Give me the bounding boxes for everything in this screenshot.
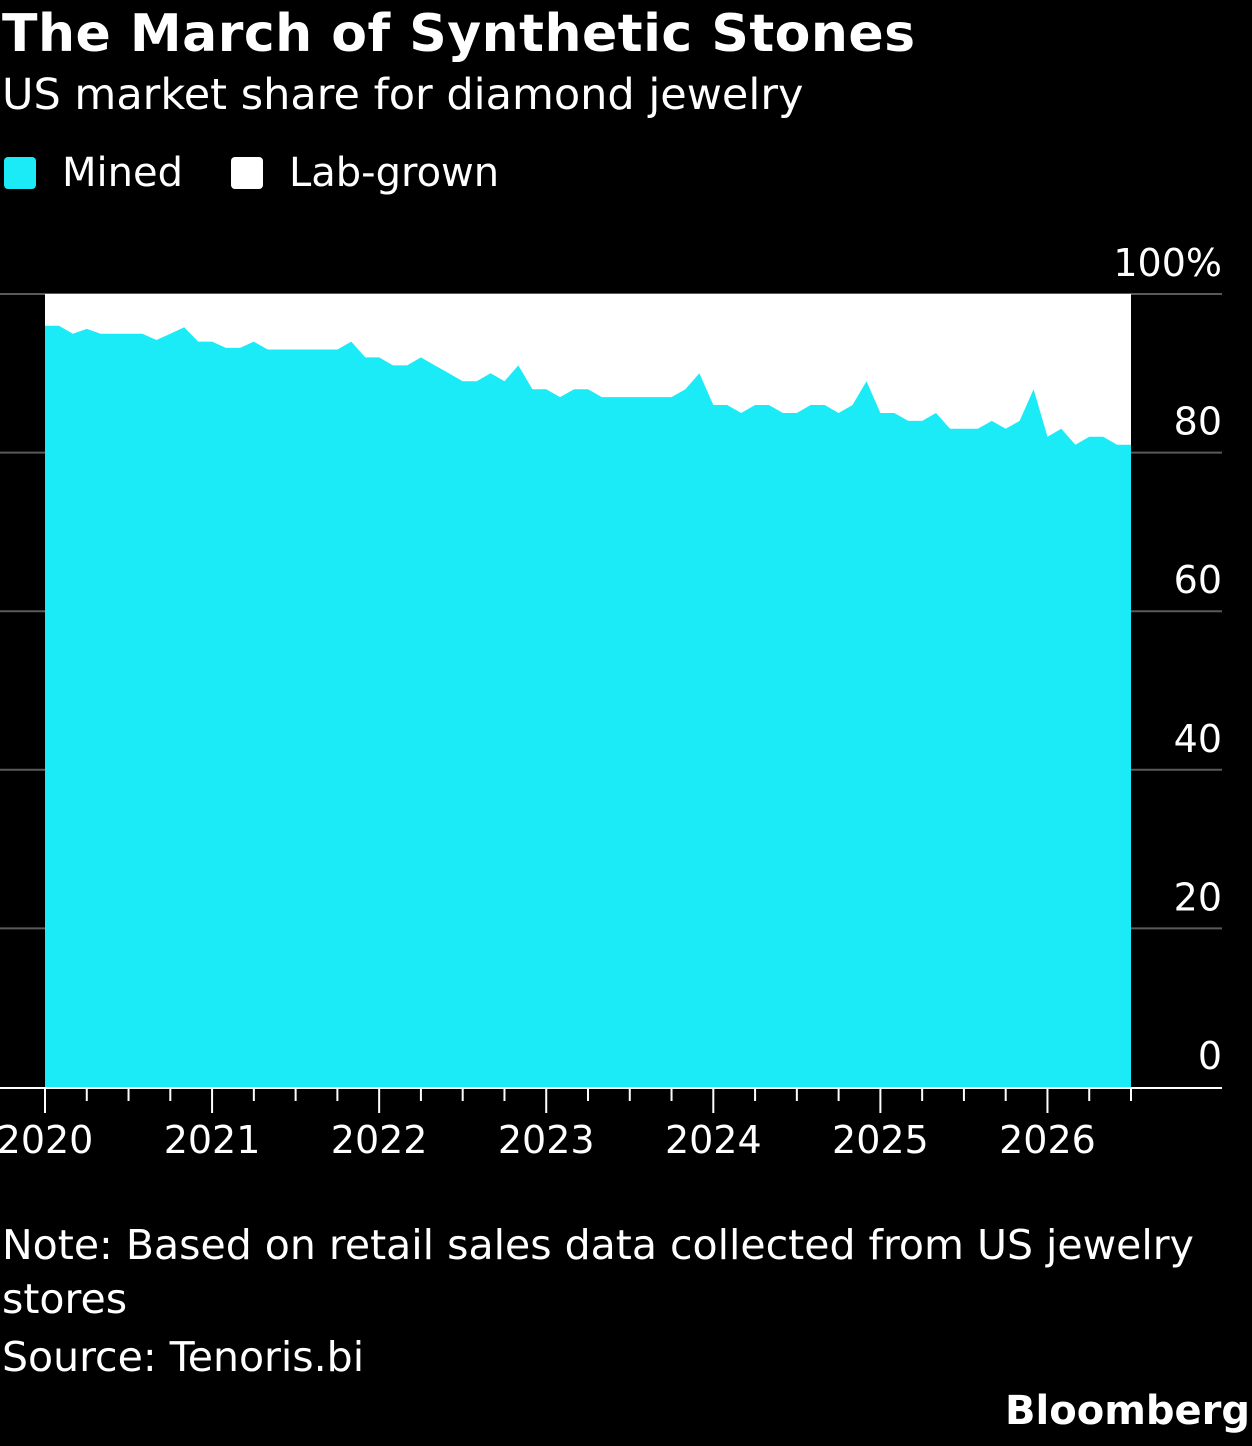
x-tick-label-2025: 2025: [832, 1118, 929, 1162]
legend-item-mined: Mined: [4, 150, 183, 196]
x-tick-label-2021: 2021: [164, 1118, 261, 1162]
y-tick-label-20: 20: [1174, 875, 1222, 919]
chart-title: The March of Synthetic Stones: [2, 4, 916, 64]
legend-label-lab-grown: Lab-grown: [288, 150, 500, 196]
legend-swatch-mined: [4, 157, 36, 189]
bloomberg-logo: Bloomberg: [1005, 1388, 1250, 1434]
legend-item-lab-grown: Lab-grown: [230, 150, 500, 196]
y-tick-label-100: 100%: [1113, 241, 1222, 285]
y-tick-label-60: 60: [1174, 558, 1222, 602]
chart-note: Note: Based on retail sales data collect…: [2, 1221, 1194, 1323]
y-tick-label-80: 80: [1174, 400, 1222, 444]
x-tick-label-2023: 2023: [498, 1118, 595, 1162]
y-tick-label-0: 0: [1198, 1034, 1222, 1078]
legend-label-mined: Mined: [62, 150, 183, 196]
axes: 0 20 40 60 80 100% 2020 2021 2022 2023 2024 2025 202…: [0, 241, 1222, 1162]
x-tick-label-2026: 2026: [999, 1118, 1096, 1162]
x-tick-label-2024: 2024: [665, 1118, 762, 1162]
chart-source: Source: Tenoris.bi: [2, 1333, 365, 1381]
x-tick-label-2022: 2022: [331, 1118, 428, 1162]
area-mined: [45, 325, 1131, 1087]
chart-subtitle: US market share for diamond jewelry: [2, 70, 804, 120]
legend-swatch-lab-grown: [230, 157, 263, 189]
legend: Mined Lab-grown: [4, 148, 547, 198]
y-tick-label-40: 40: [1174, 717, 1222, 761]
x-tick-label-2020: 2020: [0, 1118, 93, 1162]
area-layer: [45, 294, 1131, 1087]
area-chart: 0 20 40 60 80 100% 2020 2021 2022 2023 2024 2025 202…: [0, 241, 1222, 1162]
